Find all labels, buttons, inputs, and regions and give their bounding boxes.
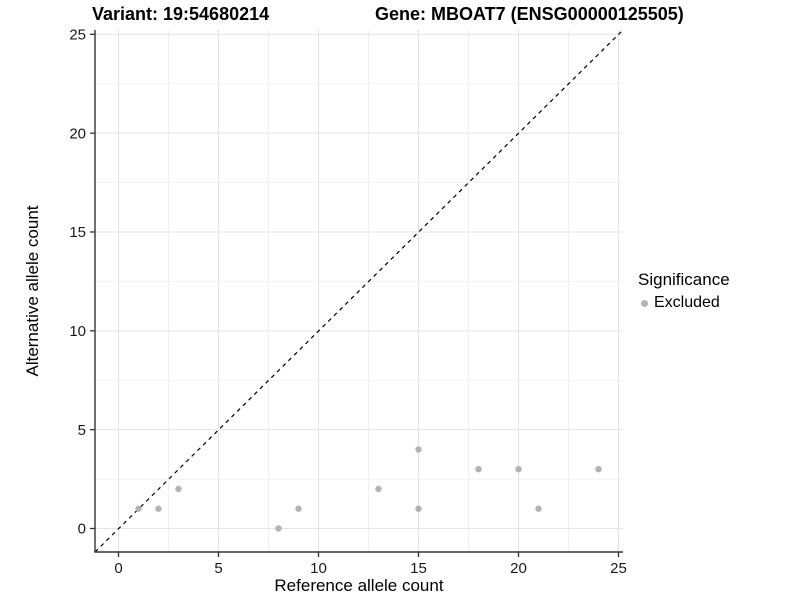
x-tick-label: 15 — [410, 560, 427, 577]
legend-title: Significance — [638, 270, 730, 289]
data-point — [155, 505, 162, 512]
x-axis-title: Reference allele count — [274, 576, 444, 595]
data-point — [535, 505, 542, 512]
gene-title: Gene: MBOAT7 (ENSG00000125505) — [375, 4, 684, 24]
y-axis-title: Alternative allele count — [23, 205, 42, 377]
x-tick-label: 0 — [114, 560, 122, 577]
x-tick-label: 5 — [214, 560, 222, 577]
y-tick-label: 10 — [69, 323, 86, 340]
data-point — [475, 465, 482, 473]
data-point — [135, 505, 142, 512]
data-point — [515, 465, 522, 473]
data-point — [275, 525, 282, 532]
y-tick-label: 0 — [78, 521, 86, 538]
x-tick-label: 20 — [510, 560, 527, 577]
x-tick-label: 25 — [610, 560, 627, 577]
legend-item-excluded: Excluded — [641, 294, 730, 312]
y-tick-label: 25 — [69, 27, 86, 44]
data-point — [595, 465, 602, 473]
data-point — [295, 505, 302, 512]
y-tick-label: 20 — [69, 125, 86, 142]
y-tick-label: 5 — [78, 422, 86, 439]
legend-item-label: Excluded — [654, 294, 720, 311]
variant-title: Variant: 19:54680214 — [92, 4, 270, 24]
data-point — [415, 446, 422, 453]
excluded-point-icon — [641, 299, 648, 307]
data-point — [175, 485, 182, 493]
data-point — [415, 505, 422, 512]
y-tick-label: 15 — [69, 224, 86, 241]
x-tick-label: 10 — [310, 560, 327, 577]
data-point — [375, 485, 382, 493]
legend: Significance Excluded — [638, 270, 730, 312]
identity-dashed-line — [94, 29, 624, 553]
